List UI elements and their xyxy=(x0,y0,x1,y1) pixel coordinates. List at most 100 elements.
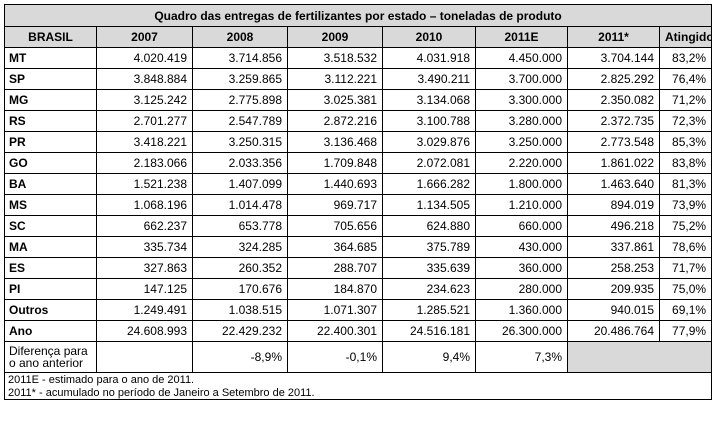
table-cell: 335.734 xyxy=(96,236,193,258)
table-cell: 83,2% xyxy=(658,47,713,69)
table-cell: 3.704.144 xyxy=(567,47,660,69)
difference-label: Diferença para o ano anterior xyxy=(4,341,97,373)
state-label: GO xyxy=(4,152,97,174)
table-cell: 85,3% xyxy=(658,131,713,153)
table-cell: 3.259.865 xyxy=(192,68,288,90)
total-label: Ano xyxy=(4,320,97,342)
column-header: 2009 xyxy=(287,26,383,48)
table-cell: 327.863 xyxy=(96,257,193,279)
table-row: MS 1.068.196 1.014.478 969.717 1.134.505 1.21… xyxy=(4,194,713,216)
column-header: Atingido xyxy=(658,26,713,48)
shaded-empty-cell xyxy=(566,341,713,373)
table-cell: 4.020.419 xyxy=(96,47,193,69)
table-cell: 2.775.898 xyxy=(192,89,288,111)
difference-cell: -8,9% xyxy=(192,341,288,373)
table-cell: 660.000 xyxy=(475,215,568,237)
table-cell: 624.880 xyxy=(382,215,476,237)
table-cell: 3.250.315 xyxy=(192,131,288,153)
table-cell: 288.707 xyxy=(287,257,383,279)
table-cell: 260.352 xyxy=(192,257,288,279)
table-cell: 324.285 xyxy=(192,236,288,258)
table-cell: 2.033.356 xyxy=(192,152,288,174)
table-cell: 71,7% xyxy=(658,257,713,279)
state-label: MT xyxy=(4,47,97,69)
table-cell: 4.031.918 xyxy=(382,47,476,69)
table-cell: 2.372.735 xyxy=(567,110,660,132)
column-header: 2011E xyxy=(475,26,568,48)
table-cell: 209.935 xyxy=(567,278,660,300)
table-cell: 75,0% xyxy=(658,278,713,300)
table-cell: 3.112.221 xyxy=(287,68,383,90)
difference-cell: 7,3% xyxy=(475,341,568,373)
table-cell: 3.418.221 xyxy=(96,131,193,153)
total-cell: 24.516.181 xyxy=(382,320,476,342)
table-row: BA 1.521.238 1.407.099 1.440.693 1.666.282 1.… xyxy=(4,173,713,195)
state-label: BA xyxy=(4,173,97,195)
column-header: 2011* xyxy=(567,26,660,48)
table-cell: 2.183.066 xyxy=(96,152,193,174)
table-cell: 3.125.242 xyxy=(96,89,193,111)
table-row: MT 4.020.419 3.714.856 3.518.532 4.031.918 4.… xyxy=(4,47,713,69)
state-label: MS xyxy=(4,194,97,216)
table-cell: 430.000 xyxy=(475,236,568,258)
state-label: SP xyxy=(4,68,97,90)
table-cell: 1.407.099 xyxy=(192,173,288,195)
total-cell: 22.400.301 xyxy=(287,320,383,342)
column-header: BRASIL xyxy=(4,26,97,48)
table-cell: 2.825.292 xyxy=(567,68,660,90)
table-cell: 337.861 xyxy=(567,236,660,258)
table-row: SC 662.237 653.778 705.656 624.880 660.000 496… xyxy=(4,215,713,237)
table-cell: 2.773.548 xyxy=(567,131,660,153)
table-cell: 2.872.216 xyxy=(287,110,383,132)
table-cell: 364.685 xyxy=(287,236,383,258)
fertilizer-deliveries-table: Quadro das entregas de fertilizantes por… xyxy=(3,4,713,400)
table-row: GO 2.183.066 2.033.356 1.709.848 2.072.081 2.… xyxy=(4,152,713,174)
table-cell: 1.249.491 xyxy=(96,299,193,321)
table-cell: 83,8% xyxy=(658,152,713,174)
table-row: ES 327.863 260.352 288.707 335.639 360.000 258… xyxy=(4,257,713,279)
table-cell: 76,4% xyxy=(658,68,713,90)
state-label: PI xyxy=(4,278,97,300)
state-label: SC xyxy=(4,215,97,237)
column-header: 2010 xyxy=(382,26,476,48)
table-cell: 653.778 xyxy=(192,215,288,237)
table-cell: 3.714.856 xyxy=(192,47,288,69)
footnote-text: 2011* - acumulado no período de Janeiro … xyxy=(3,386,713,400)
table-cell: 1.014.478 xyxy=(192,194,288,216)
table-cell: 3.136.468 xyxy=(287,131,383,153)
table-cell: 3.848.884 xyxy=(96,68,193,90)
footnote-row: 2011E - estimado para o ano de 2011. xyxy=(3,372,713,386)
table-cell: 662.237 xyxy=(96,215,193,237)
table-cell: 375.789 xyxy=(382,236,476,258)
header-row: BRASIL 2007 2008 2009 2010 2011E 2011* Atingido xyxy=(4,26,713,48)
column-header: 2008 xyxy=(192,26,288,48)
table-cell: 147.125 xyxy=(96,278,193,300)
difference-row: Diferença para o ano anterior -8,9% -0,1% 9… xyxy=(4,341,713,373)
table-cell: 3.490.211 xyxy=(382,68,476,90)
table-cell: 1.521.238 xyxy=(96,173,193,195)
table-title: Quadro das entregas de fertilizantes por… xyxy=(3,4,713,27)
table-cell: 234.623 xyxy=(382,278,476,300)
total-cell: 22.429.232 xyxy=(192,320,288,342)
table-cell: 1.134.505 xyxy=(382,194,476,216)
total-cell: 20.486.764 xyxy=(567,320,660,342)
state-label: RS xyxy=(4,110,97,132)
table-cell: 2.701.277 xyxy=(96,110,193,132)
table-cell: 1.068.196 xyxy=(96,194,193,216)
table-cell: 2.350.082 xyxy=(567,89,660,111)
fertilizer-deliveries-table-container: Quadro das entregas de fertilizantes por… xyxy=(3,4,713,400)
footnote-row: 2011* - acumulado no período de Janeiro … xyxy=(3,386,713,400)
table-cell: 69,1% xyxy=(658,299,713,321)
total-row: Ano 24.608.993 22.429.232 22.400.301 24.516.… xyxy=(4,320,713,342)
state-label: ES xyxy=(4,257,97,279)
table-row: MA 335.734 324.285 364.685 375.789 430.000 337… xyxy=(4,236,713,258)
table-cell: 78,6% xyxy=(658,236,713,258)
state-label: MA xyxy=(4,236,97,258)
total-cell: 24.608.993 xyxy=(96,320,193,342)
table-cell: 1.709.848 xyxy=(287,152,383,174)
table-cell: 1.210.000 xyxy=(475,194,568,216)
state-label: Outros xyxy=(4,299,97,321)
table-cell: 3.700.000 xyxy=(475,68,568,90)
table-row: MG 3.125.242 2.775.898 3.025.381 3.134.068 3.… xyxy=(4,89,713,111)
difference-cell: 9,4% xyxy=(382,341,476,373)
